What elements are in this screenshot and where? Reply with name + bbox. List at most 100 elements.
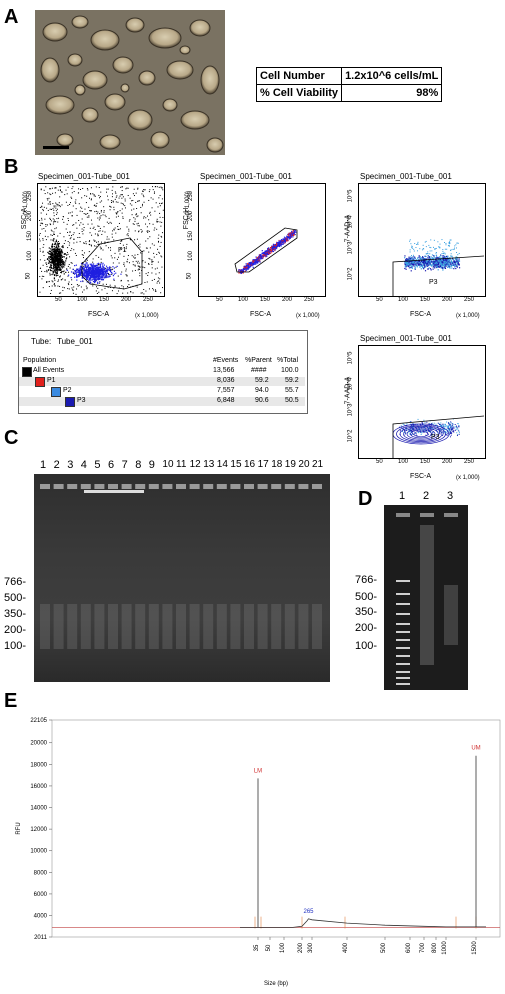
event-dot bbox=[60, 272, 63, 274]
event-dot bbox=[46, 271, 48, 273]
y-tick-label: 6000 bbox=[34, 892, 48, 898]
event-dot bbox=[439, 265, 442, 268]
event-dot bbox=[87, 267, 90, 270]
event-dot bbox=[130, 239, 132, 241]
event-dot bbox=[260, 255, 263, 257]
event-dot bbox=[442, 267, 444, 269]
event-dot bbox=[86, 288, 88, 290]
event-dot bbox=[58, 243, 60, 245]
event-dot bbox=[143, 250, 145, 252]
event-dot bbox=[153, 229, 155, 231]
event-dot bbox=[256, 258, 258, 260]
event-dot bbox=[97, 287, 99, 289]
event-dot bbox=[457, 434, 459, 436]
event-dot bbox=[441, 425, 443, 427]
event-dot bbox=[157, 261, 159, 263]
event-dot bbox=[151, 261, 153, 263]
event-dot bbox=[90, 273, 92, 275]
event-dot bbox=[288, 232, 290, 234]
event-dot bbox=[456, 265, 458, 267]
event-dot bbox=[144, 261, 146, 263]
event-dot bbox=[47, 192, 49, 194]
event-dot bbox=[53, 219, 55, 221]
event-dot bbox=[98, 256, 100, 258]
event-dot bbox=[427, 251, 429, 253]
event-dot bbox=[430, 431, 432, 433]
event-dot bbox=[97, 211, 99, 213]
event-dot bbox=[81, 197, 83, 199]
event-dot bbox=[140, 206, 142, 208]
event-dot bbox=[275, 246, 277, 248]
y-tick-label: 2011 bbox=[34, 935, 48, 941]
event-dot bbox=[158, 272, 160, 274]
event-dot bbox=[90, 271, 92, 274]
event-dot bbox=[405, 259, 407, 261]
event-dot bbox=[405, 264, 407, 266]
event-dot bbox=[430, 239, 432, 241]
event-dot bbox=[53, 258, 55, 261]
event-dot bbox=[281, 243, 283, 246]
event-dot bbox=[429, 263, 432, 265]
event-dot bbox=[137, 222, 139, 224]
smear bbox=[203, 604, 214, 649]
event-dot bbox=[282, 240, 284, 242]
event-dot bbox=[407, 259, 409, 261]
event-dot bbox=[142, 250, 144, 252]
event-dot bbox=[419, 248, 421, 250]
event-dot bbox=[94, 211, 96, 213]
event-dot bbox=[50, 261, 52, 263]
event-dot bbox=[111, 189, 113, 191]
event-dot bbox=[53, 284, 55, 286]
event-dot bbox=[269, 250, 272, 252]
event-dot bbox=[410, 243, 412, 245]
event-dot bbox=[79, 270, 81, 272]
event-dot bbox=[109, 269, 112, 272]
event-dot bbox=[92, 269, 95, 271]
event-dot bbox=[100, 271, 102, 273]
event-dot bbox=[57, 248, 60, 250]
event-dot bbox=[154, 186, 156, 188]
event-dot bbox=[94, 278, 96, 280]
table-row: P3 6,848 90.6 50.5 bbox=[19, 397, 305, 407]
event-dot bbox=[42, 239, 44, 241]
event-dot bbox=[102, 214, 104, 216]
event-dot bbox=[107, 286, 109, 288]
event-dot bbox=[248, 263, 250, 266]
event-dot bbox=[421, 421, 423, 423]
event-dot bbox=[457, 428, 459, 430]
event-dot bbox=[111, 273, 113, 275]
event-dot bbox=[73, 272, 75, 274]
event-dot bbox=[67, 253, 69, 255]
event-dot bbox=[121, 208, 123, 210]
event-dot bbox=[439, 246, 441, 248]
lane-label: 11 bbox=[176, 459, 187, 470]
event-dot bbox=[159, 221, 161, 223]
event-dot bbox=[44, 193, 46, 195]
event-dot bbox=[73, 242, 75, 244]
event-dot bbox=[106, 188, 108, 190]
event-dot bbox=[264, 253, 267, 255]
event-dot bbox=[405, 427, 407, 429]
y-tick-label: 18000 bbox=[30, 762, 47, 768]
event-dot bbox=[56, 259, 58, 261]
event-dot bbox=[79, 269, 82, 271]
event-dot bbox=[101, 276, 103, 278]
event-dot bbox=[445, 426, 447, 428]
gel-well bbox=[135, 484, 146, 489]
event-dot bbox=[91, 268, 93, 270]
plot4-title: Specimen_001-Tube_001 bbox=[360, 334, 452, 343]
event-dot bbox=[43, 255, 45, 257]
event-dot bbox=[455, 425, 457, 427]
event-dot bbox=[266, 255, 268, 257]
event-dot bbox=[149, 258, 151, 260]
event-dot bbox=[418, 256, 420, 258]
event-dot bbox=[248, 264, 251, 266]
event-dot bbox=[91, 268, 94, 271]
gel-well bbox=[230, 484, 241, 489]
event-dot bbox=[134, 265, 136, 267]
event-dot bbox=[63, 271, 65, 273]
event-dot bbox=[412, 423, 414, 425]
event-dot bbox=[275, 246, 278, 248]
event-dot bbox=[129, 197, 131, 199]
event-dot bbox=[278, 242, 280, 244]
